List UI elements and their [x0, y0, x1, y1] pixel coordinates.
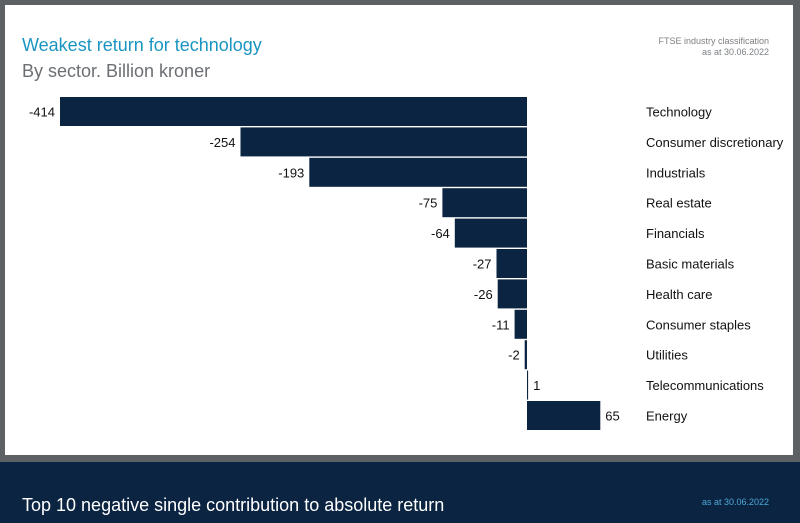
chart-title: Weakest return for technology	[22, 35, 262, 55]
bar-energy	[527, 401, 601, 430]
bar-consumer-staples	[514, 309, 527, 339]
bar-real-estate	[442, 188, 527, 218]
bar-financials	[454, 218, 527, 248]
bar-chart: -414 Technology -254 Consumer discretionary…	[29, 97, 784, 430]
category-label: Telecommunications	[646, 378, 764, 393]
value-label: -27	[473, 257, 492, 272]
category-label: Consumer staples	[646, 317, 751, 332]
footer-title: Top 10 negative single contribution to a…	[22, 495, 445, 515]
source-note: FTSE industry classification as at 30.06…	[658, 36, 769, 58]
source-date: as at 30.06.2022	[701, 47, 769, 57]
value-label: -11	[492, 317, 510, 332]
category-label: Consumer discretionary	[646, 135, 784, 150]
category-label: Financials	[646, 226, 705, 241]
footer-banner: Top 10 negative single contribution to a…	[0, 462, 800, 523]
value-label: 65	[605, 409, 619, 424]
value-label: -64	[431, 226, 450, 241]
value-label: -193	[278, 165, 304, 180]
category-label: Industrials	[646, 165, 706, 180]
category-label: Utilities	[646, 348, 688, 363]
bar-basic-materials	[496, 249, 527, 278]
value-label: -2	[508, 348, 520, 363]
bar-industrials	[309, 157, 527, 187]
category-label: Basic materials	[646, 257, 735, 272]
bar-health-care	[497, 279, 527, 309]
value-label: -75	[419, 196, 438, 211]
value-label: 1	[533, 378, 540, 393]
category-label: Health care	[646, 287, 712, 302]
category-label: Real estate	[646, 196, 712, 211]
chart-subtitle: By sector. Billion kroner	[22, 61, 211, 81]
value-label: -254	[209, 135, 235, 150]
category-label: Technology	[646, 105, 712, 120]
chart-card: Weakest return for technology By sector.…	[5, 5, 793, 455]
source-classification: FTSE industry classification	[658, 36, 769, 46]
bar-telecommunications	[527, 370, 529, 400]
bar-consumer-discretionary	[240, 127, 527, 157]
bar-technology	[60, 97, 527, 126]
footer-date: as at 30.06.2022	[701, 497, 769, 507]
value-label: -26	[474, 287, 493, 302]
bar-utilities	[524, 340, 527, 370]
value-label: -414	[29, 105, 55, 120]
category-label: Energy	[646, 409, 688, 424]
